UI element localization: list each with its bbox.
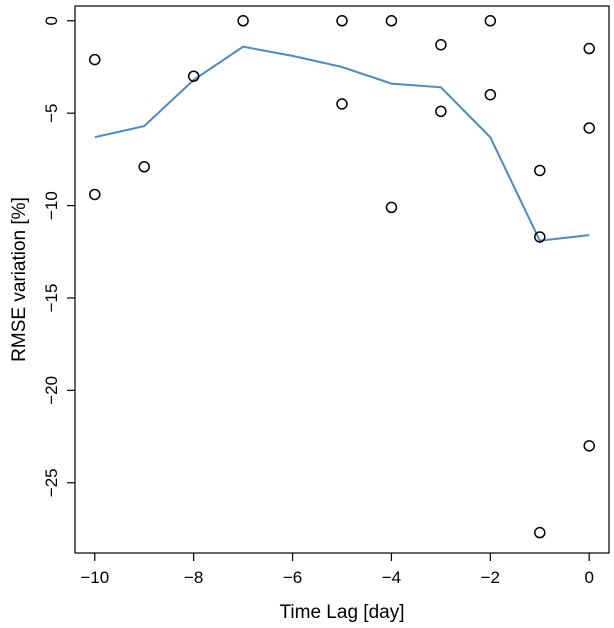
y-axis-title: RMSE variation [%] [9,197,30,362]
x-axis-title: Time Lag [day] [280,602,405,623]
y-tick-label: 0 [42,16,61,25]
data-point [187,70,200,82]
data-point [583,440,595,452]
data-point [385,15,398,27]
y-tick-label: −5 [42,103,61,122]
y-tick-label: −20 [42,376,61,405]
y-tick-label: −25 [42,468,61,497]
x-tick-label: −6 [283,568,302,587]
plot-frame [74,5,610,554]
data-point [534,526,546,539]
scatter-points [89,15,595,539]
data-point [484,88,497,101]
data-point [435,105,447,118]
x-tick-label: 0 [584,568,593,587]
data-point [138,161,150,173]
mean-line-series [94,45,590,242]
data-point [534,231,546,243]
data-point [336,15,348,27]
y-axis-ticks: 0 −5 −10 −15 −20 −25 [42,16,75,497]
data-point [89,53,101,66]
y-tick-label: −10 [42,191,61,220]
mean-line [94,45,590,242]
x-tick-label: −10 [80,568,109,587]
data-point [89,188,101,201]
data-point [237,15,249,27]
data-point [583,42,595,55]
data-point [435,39,447,51]
data-point [484,15,497,27]
x-tick-label: −2 [481,568,500,587]
data-point [385,201,398,214]
data-point [583,122,595,134]
x-tick-label: −8 [184,568,203,587]
x-axis-ticks: −10 −8 −6 −4 −2 0 [80,553,594,587]
data-point [534,164,546,177]
axes [74,5,610,554]
data-point [336,98,348,110]
y-tick-label: −15 [42,284,61,313]
x-tick-label: −4 [382,568,401,587]
